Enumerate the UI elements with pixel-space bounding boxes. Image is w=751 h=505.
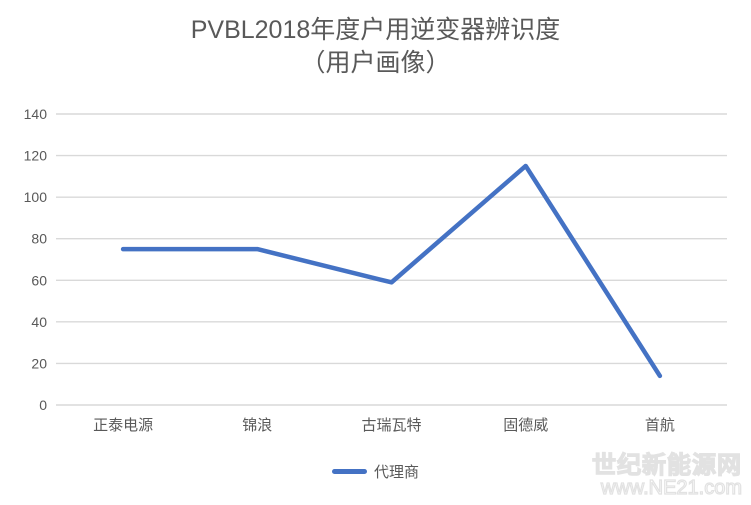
x-axis-tick-label: 正泰电源: [93, 417, 153, 434]
y-axis-tick-label: 80: [31, 231, 47, 247]
y-axis-tick-label: 40: [31, 314, 47, 330]
chart-title-line2: （用户画像）: [300, 49, 451, 77]
y-axis-tick-label: 120: [24, 148, 48, 164]
y-axis-tick-label: 140: [24, 106, 48, 122]
x-axis-tick-label: 古瑞瓦特: [361, 417, 421, 434]
legend-label: 代理商: [373, 464, 419, 481]
y-axis-tick-label: 100: [24, 189, 48, 205]
y-axis-tick-label: 60: [31, 272, 47, 288]
y-axis-tick-label: 0: [39, 397, 47, 413]
y-axis-tick-label: 20: [31, 355, 47, 371]
watermark: 世纪新能源网 www.NE21.com: [591, 451, 742, 499]
x-axis-tick-label: 锦浪: [242, 417, 272, 434]
series-line: [120, 163, 663, 379]
legend: 代理商: [0, 461, 751, 482]
chart-title: PVBL2018年度户用逆变器辨识度 （用户画像）: [0, 14, 751, 80]
x-axis-tick-label: 固德威: [503, 416, 548, 434]
x-axis-tick-label: 首航: [645, 417, 675, 434]
legend-line-marker-icon: [331, 469, 367, 474]
chart-title-line1: PVBL2018年度户用逆变器辨识度: [190, 16, 561, 44]
watermark-site-url: www.NE21.com: [600, 477, 742, 499]
watermark-site-name: 世纪新能源网: [591, 451, 742, 479]
